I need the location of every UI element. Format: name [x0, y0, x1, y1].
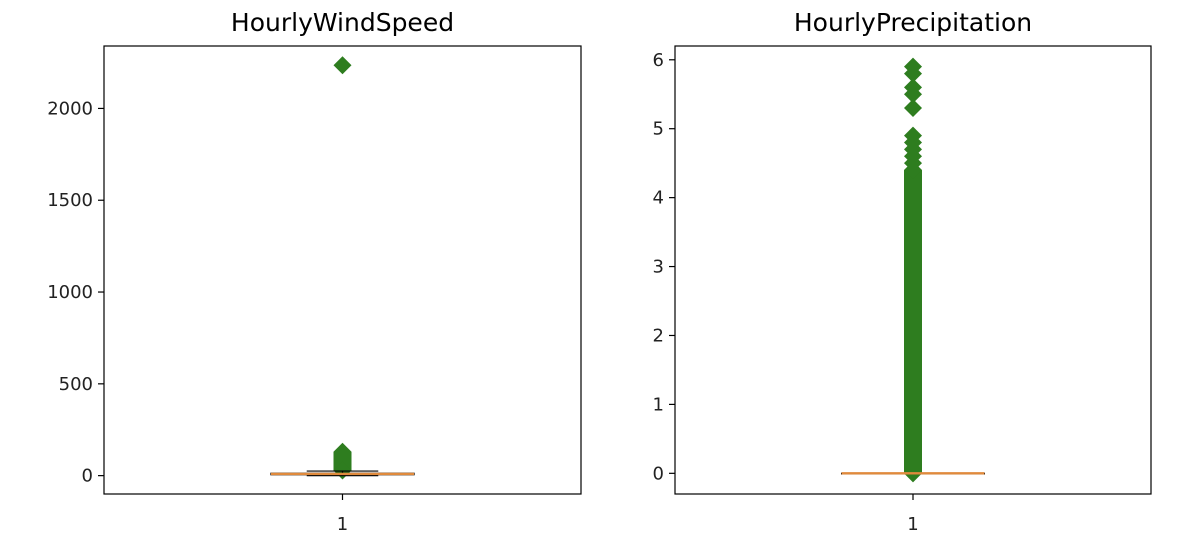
chart-title: HourlyPrecipitation — [794, 8, 1032, 37]
y-tick-label: 1000 — [47, 282, 93, 303]
outlier-marker — [904, 99, 922, 118]
y-tick-label: 0 — [82, 466, 93, 487]
outlier-marker — [333, 442, 352, 461]
outlier-band — [904, 170, 922, 474]
y-tick-label: 0 — [653, 463, 664, 484]
x-tick-label: 1 — [337, 514, 348, 535]
plot-frame — [103, 45, 582, 495]
panel-hourlywindspeed: HourlyWindSpeed 0 500 1000 1500 2000 1 — [47, 8, 582, 535]
y-tick-label: 4 — [653, 188, 664, 209]
y-tick-label: 5 — [653, 119, 664, 140]
y-tick-label: 500 — [59, 374, 93, 395]
panel-hourlyprecipitation: HourlyPrecipitation 0 1 2 3 4 5 6 1 — [653, 8, 1152, 535]
x-tick-label: 1 — [907, 514, 918, 535]
outlier-band — [333, 451, 352, 471]
y-tick-label: 1500 — [47, 190, 93, 211]
y-tick-label: 2000 — [47, 98, 93, 119]
outlier-marker — [904, 57, 922, 76]
y-tick-label: 1 — [653, 394, 664, 415]
y-tick-label: 2 — [653, 325, 664, 346]
outlier-marker — [333, 56, 352, 75]
y-tick-label: 3 — [653, 257, 664, 278]
y-tick-label: 6 — [653, 50, 664, 71]
outlier-marker — [904, 126, 922, 145]
chart-title: HourlyWindSpeed — [231, 8, 454, 37]
outlier-marker — [904, 78, 922, 97]
